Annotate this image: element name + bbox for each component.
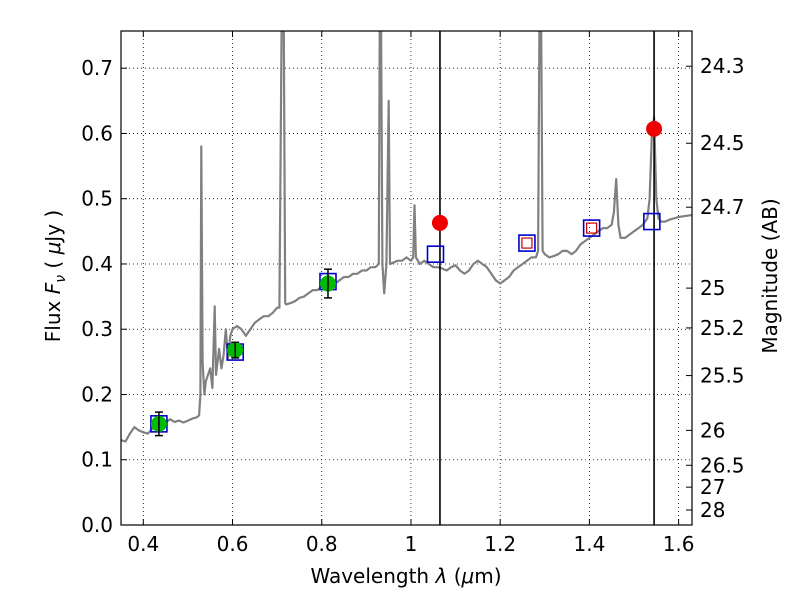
y-tick-label: 0.5 <box>81 187 113 211</box>
y-tick-label: 0.2 <box>81 382 113 406</box>
model-photometry-square <box>582 219 601 237</box>
upper-limit-point <box>646 120 663 137</box>
model-photometry-square <box>518 234 536 252</box>
y2-tick-label: 25 <box>700 276 725 300</box>
y-tick-label: 0.0 <box>81 513 113 537</box>
photometry-markers-layer <box>150 120 663 437</box>
x-tick-label: 0.8 <box>306 532 338 556</box>
y-axis-label: Flux Fν ( μJy ) <box>41 210 69 342</box>
x-tick-label: 1.4 <box>573 532 605 556</box>
x-axis-label: Wavelength λ (μm) <box>310 564 501 588</box>
x-tick-label: 0.4 <box>127 532 159 556</box>
axis-ticks: 0.4 0.6 0.8 1 1.2 1.4 1.6 0.0 0.1 0.2 0.3 0.4 0.5 0.6… <box>81 31 745 556</box>
model-spectrum-layer <box>121 31 692 443</box>
vertical-lines-layer <box>439 31 655 525</box>
y-tick-label: 0.3 <box>81 317 113 341</box>
y2-tick-label: 28 <box>700 498 725 522</box>
y2-tick-label: 26.5 <box>700 453 745 477</box>
y2-tick-label: 24.5 <box>700 131 745 155</box>
plot-frame <box>120 30 693 526</box>
y2-tick-label: 24.7 <box>700 195 745 219</box>
x-tick-label: 1.6 <box>663 532 695 556</box>
inner-square <box>521 237 533 249</box>
y-tick-label: 0.6 <box>81 121 113 145</box>
grid-lines <box>121 31 692 526</box>
y-tick-label: 0.4 <box>81 252 113 276</box>
y2-tick-label: 25.5 <box>700 364 745 388</box>
model-spectrum-line <box>121 31 692 443</box>
model-photometry-square <box>643 212 661 231</box>
y2-tick-label: 27 <box>700 475 725 499</box>
x-tick-label: 1.2 <box>484 532 516 556</box>
y2-axis-label: Magnitude (AB) <box>758 198 782 353</box>
upper-limit-point <box>431 214 448 231</box>
x-tick-label: 0.6 <box>217 532 249 556</box>
model-photometry-square <box>426 245 445 263</box>
y2-tick-label: 25.2 <box>700 316 745 340</box>
y2-tick-label: 24.3 <box>700 54 745 78</box>
y-tick-label: 0.1 <box>81 448 113 472</box>
x-tick-label: 1 <box>405 532 418 556</box>
y-tick-label: 0.7 <box>81 56 113 80</box>
inner-square <box>586 222 598 234</box>
y2-tick-label: 26 <box>700 418 725 442</box>
